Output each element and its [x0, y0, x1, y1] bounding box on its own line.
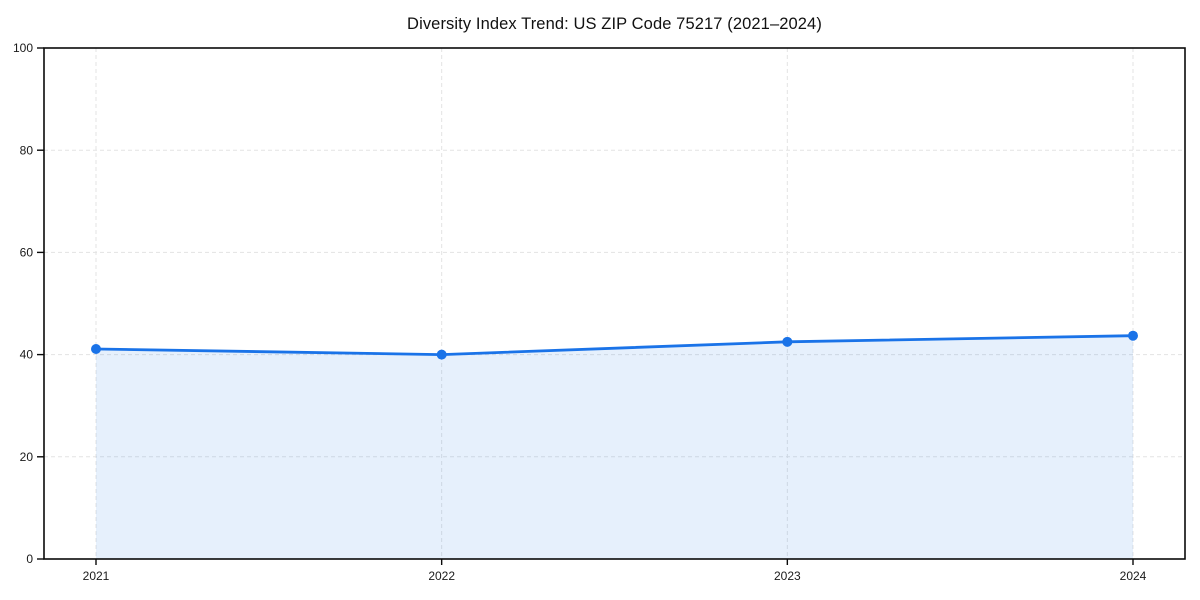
x-tick-label: 2021	[83, 569, 110, 583]
y-tick-label: 100	[13, 41, 33, 55]
series-line	[94, 334, 1135, 357]
series-area-fill	[96, 335, 1133, 559]
data-point-marker	[436, 349, 447, 360]
y-tick-label: 40	[20, 348, 34, 362]
x-tick-label: 2023	[774, 569, 801, 583]
chart-title: Diversity Index Trend: US ZIP Code 75217…	[407, 15, 822, 33]
y-tick-label: 20	[20, 450, 34, 464]
data-point-marker	[782, 336, 793, 347]
data-point-marker	[91, 343, 101, 354]
x-tick-label: 2022	[428, 569, 455, 583]
plot-box-spines	[43, 47, 1186, 560]
y-tick-label: 0	[26, 552, 33, 566]
x-tick-label: 2024	[1120, 569, 1147, 583]
y-tick-label: 80	[20, 143, 34, 157]
y-tick-label: 60	[20, 245, 34, 259]
data-point-marker	[1128, 330, 1138, 341]
